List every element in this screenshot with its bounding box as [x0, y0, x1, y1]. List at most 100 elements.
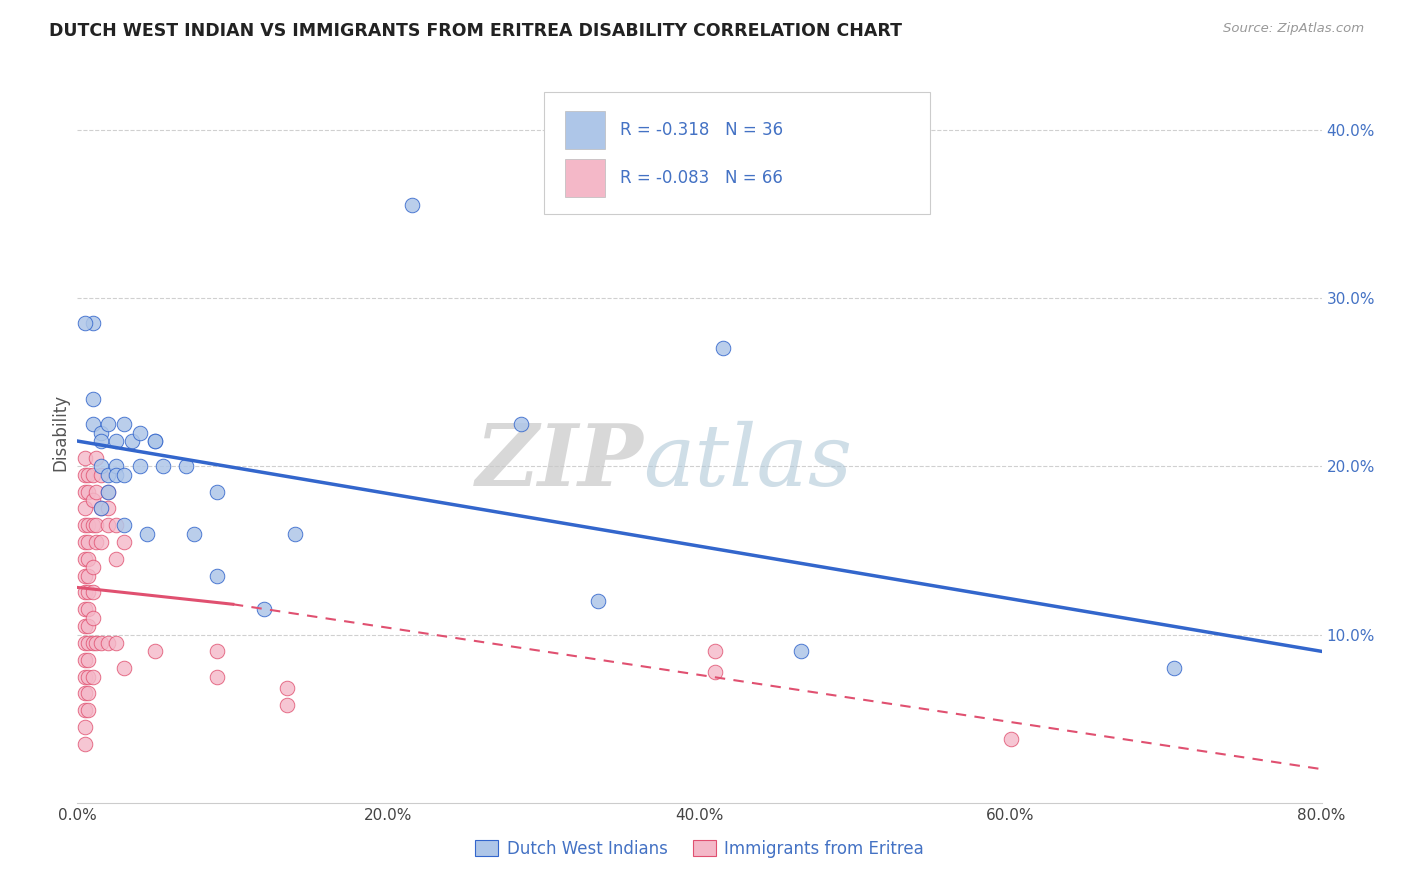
Point — [284, 526, 307, 541]
Point — [207, 568, 229, 582]
Point — [276, 698, 298, 713]
Point — [207, 484, 229, 499]
Point — [90, 425, 112, 440]
Y-axis label: Disability: Disability — [51, 394, 69, 471]
Point — [75, 619, 97, 633]
Point — [97, 484, 120, 499]
Point — [75, 585, 97, 599]
Point — [105, 518, 128, 533]
FancyBboxPatch shape — [565, 159, 605, 197]
Text: DUTCH WEST INDIAN VS IMMIGRANTS FROM ERITREA DISABILITY CORRELATION CHART: DUTCH WEST INDIAN VS IMMIGRANTS FROM ERI… — [49, 22, 903, 40]
Point — [509, 417, 531, 432]
Point — [105, 467, 128, 482]
Point — [112, 535, 135, 549]
Point — [75, 737, 97, 751]
Point — [84, 518, 107, 533]
Point — [82, 670, 104, 684]
Point — [75, 568, 97, 582]
Point — [82, 610, 104, 624]
Point — [82, 585, 104, 599]
Point — [97, 467, 120, 482]
Point — [75, 316, 97, 330]
Point — [1163, 661, 1185, 675]
Point — [128, 459, 150, 474]
Point — [75, 653, 97, 667]
Point — [82, 467, 104, 482]
Point — [75, 467, 97, 482]
Text: R = -0.318   N = 36: R = -0.318 N = 36 — [620, 120, 783, 139]
Point — [82, 560, 104, 574]
Point — [84, 535, 107, 549]
Point — [84, 450, 107, 465]
Point — [207, 670, 229, 684]
Point — [75, 501, 97, 516]
Point — [75, 720, 97, 734]
Point — [105, 551, 128, 566]
FancyBboxPatch shape — [565, 111, 605, 149]
Point — [90, 501, 112, 516]
Point — [789, 644, 811, 658]
Point — [112, 661, 135, 675]
Point — [105, 636, 128, 650]
Point — [253, 602, 276, 616]
Point — [77, 636, 100, 650]
Point — [75, 535, 97, 549]
Point — [136, 526, 159, 541]
Point — [143, 434, 166, 448]
Point — [82, 636, 104, 650]
Point — [77, 568, 100, 582]
Point — [128, 425, 150, 440]
Point — [77, 670, 100, 684]
Point — [174, 459, 197, 474]
Text: Source: ZipAtlas.com: Source: ZipAtlas.com — [1223, 22, 1364, 36]
Point — [112, 518, 135, 533]
Point — [82, 417, 104, 432]
Point — [77, 703, 100, 717]
Point — [77, 585, 100, 599]
FancyBboxPatch shape — [544, 92, 929, 214]
Point — [82, 392, 104, 406]
Point — [207, 644, 229, 658]
Text: ZIP: ZIP — [475, 420, 644, 504]
Point — [84, 636, 107, 650]
Point — [90, 535, 112, 549]
Point — [105, 459, 128, 474]
Point — [75, 670, 97, 684]
Point — [276, 681, 298, 696]
Point — [77, 602, 100, 616]
Point — [143, 434, 166, 448]
Point — [77, 484, 100, 499]
Point — [90, 434, 112, 448]
Point — [97, 484, 120, 499]
Point — [97, 636, 120, 650]
Point — [90, 501, 112, 516]
Point — [75, 636, 97, 650]
Point — [105, 434, 128, 448]
Point — [84, 484, 107, 499]
Point — [121, 434, 143, 448]
Point — [77, 518, 100, 533]
Point — [77, 467, 100, 482]
Point — [1000, 731, 1022, 746]
Point — [112, 467, 135, 482]
Point — [75, 703, 97, 717]
Text: atlas: atlas — [644, 421, 852, 504]
Point — [77, 551, 100, 566]
Point — [77, 686, 100, 700]
Point — [75, 686, 97, 700]
Point — [97, 417, 120, 432]
Text: R = -0.083   N = 66: R = -0.083 N = 66 — [620, 169, 783, 187]
Point — [75, 602, 97, 616]
Point — [75, 450, 97, 465]
Point — [90, 467, 112, 482]
Point — [152, 459, 174, 474]
Point — [588, 594, 610, 608]
Point — [82, 492, 104, 507]
Point — [75, 484, 97, 499]
Point — [75, 518, 97, 533]
Point — [143, 644, 166, 658]
Point — [97, 518, 120, 533]
Point — [90, 459, 112, 474]
Point — [711, 342, 734, 356]
Point — [75, 551, 97, 566]
